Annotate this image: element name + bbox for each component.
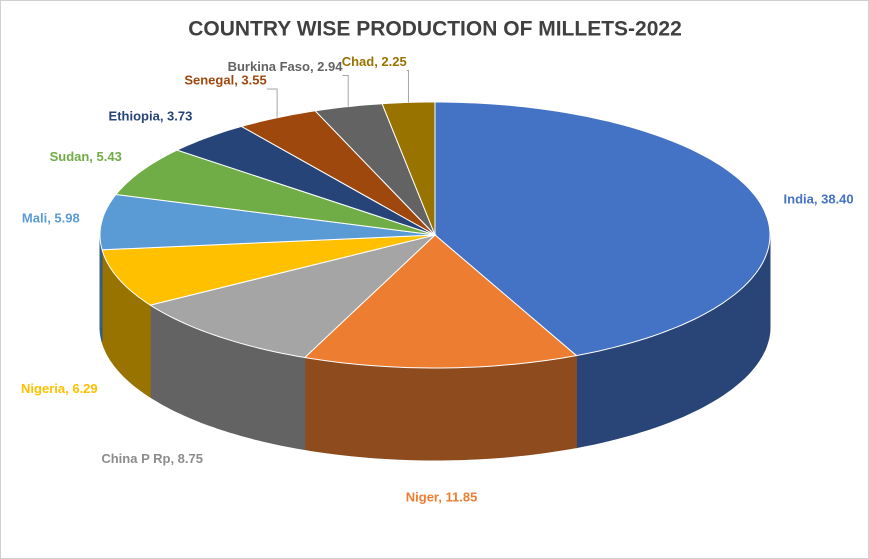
data-label: Niger, 11.85 (406, 489, 478, 504)
data-label: Senegal, 3.55 (184, 72, 266, 87)
leader-line (266, 88, 278, 118)
pie-slice (101, 234, 436, 306)
pie-slice (240, 110, 436, 236)
pie-slice (149, 234, 437, 359)
pie-slice (303, 234, 578, 369)
data-label: India, 38.40 (784, 192, 854, 207)
data-label: China P Rp, 8.75 (101, 451, 203, 466)
leader-line (406, 70, 409, 103)
pie-slice (314, 103, 436, 236)
pie-side (99, 235, 103, 342)
data-label: Nigeria, 6.29 (21, 381, 98, 396)
data-label: Mali, 5.98 (22, 211, 80, 226)
pie-slice (434, 101, 771, 357)
pie-slice (175, 125, 436, 236)
pie-slice (114, 149, 436, 236)
data-label: Ethiopia, 3.73 (109, 108, 193, 123)
data-label: Burkina Faso, 2.94 (228, 59, 344, 74)
chart-title: COUNTRY WISE PRODUCTION OF MILLETS-2022 (188, 18, 682, 41)
pie-slice (99, 193, 436, 251)
leader-line (342, 74, 349, 107)
pie-side (304, 355, 577, 461)
data-label: Sudan, 5.43 (50, 149, 122, 164)
data-label: Chad, 2.25 (342, 54, 407, 69)
